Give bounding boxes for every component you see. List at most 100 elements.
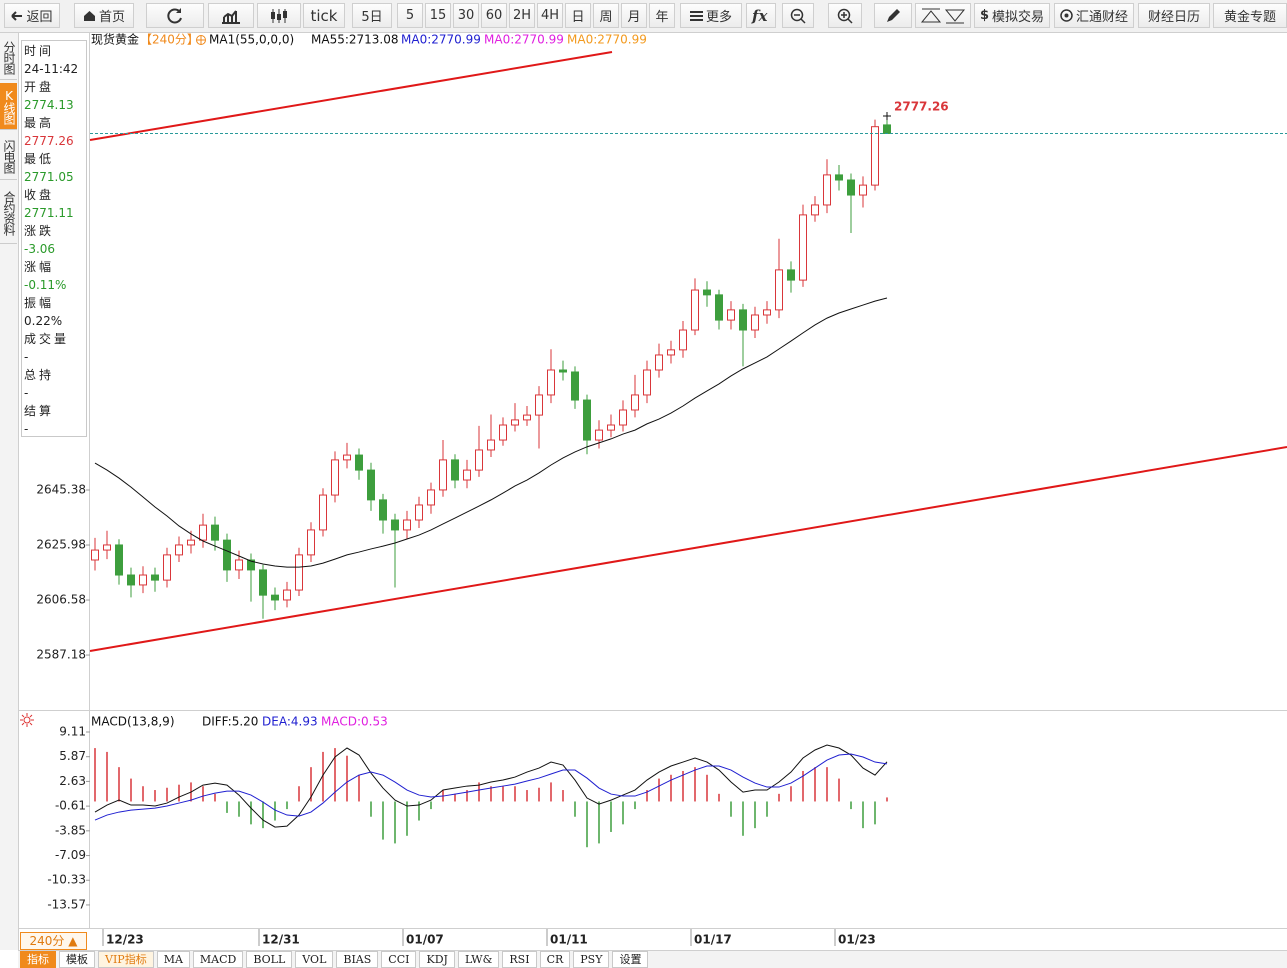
trend-line [89, 446, 1287, 652]
side-tab[interactable]: 闪电图 [0, 133, 17, 180]
candle-body [487, 439, 495, 451]
indicator-tab[interactable]: 指标 [20, 951, 56, 968]
indicator-tab[interactable]: CR [539, 951, 571, 968]
candle-body [715, 294, 723, 321]
info-value: 2774.13 [24, 98, 74, 112]
legend-entry: MA0:2770.99 [567, 33, 647, 47]
trend-line [89, 51, 613, 141]
y-tick-label: -7.09 [55, 848, 86, 862]
candle-body [139, 574, 147, 586]
legend-entry: MA0:2770.99 [401, 33, 481, 47]
candle-body [871, 126, 879, 186]
candle-body [211, 524, 219, 541]
y-tick-label: 2.63 [59, 774, 86, 788]
period-button[interactable]: 15 [425, 3, 451, 28]
period-button[interactable]: 周 [593, 3, 619, 28]
candle-body [115, 544, 123, 576]
info-label: 涨跌 [24, 224, 55, 238]
period-button[interactable]: 5 [397, 3, 423, 28]
y-tick-label: -13.57 [47, 897, 86, 911]
side-tab[interactable]: K线图 [0, 83, 17, 130]
side-tab[interactable]: 分时图 [0, 35, 17, 80]
gold-topic-button[interactable]: 黄金专题 [1213, 3, 1287, 28]
formula-button[interactable]: fx [746, 3, 776, 28]
side-tab[interactable]: 合约资料 [0, 183, 17, 244]
info-value: - [24, 422, 29, 436]
candle-body [667, 349, 675, 356]
zoom-out-button[interactable] [782, 3, 814, 28]
period-selector[interactable]: 240分 ▲ [20, 932, 87, 950]
period-button[interactable]: 月 [621, 3, 647, 28]
info-label: 最高 [24, 116, 55, 130]
period-button[interactable]: 日 [565, 3, 591, 28]
candle-body [859, 184, 867, 196]
candle-body [607, 424, 615, 431]
indicator-tab[interactable]: VOL [295, 951, 334, 968]
high-annotation: 2777.26 [894, 100, 949, 114]
indicator-tab[interactable]: PSY [573, 951, 610, 968]
period-button[interactable]: 2H [509, 3, 535, 28]
refresh-button[interactable] [146, 3, 204, 28]
period-button[interactable]: tick [303, 3, 345, 28]
zoom-in-button[interactable] [828, 3, 862, 28]
info-value: - [24, 350, 29, 364]
indicator-tab[interactable]: BIAS [336, 951, 379, 968]
period-button[interactable]: 5日 [352, 3, 392, 28]
ma-line [94, 297, 888, 568]
candle-body [163, 554, 171, 581]
home-button[interactable]: 首页 [74, 3, 134, 28]
info-label: 结算 [24, 404, 55, 418]
candle-body [439, 459, 447, 491]
candle-button[interactable] [257, 3, 301, 28]
candle-body [739, 309, 747, 331]
calendar-button[interactable]: 财经日历 [1138, 3, 1210, 28]
news-button[interactable]: 汇通财经 [1054, 3, 1134, 28]
legend-entry: MA0:2770.99 [484, 33, 564, 47]
indicator-tab[interactable]: 设置 [612, 951, 649, 968]
indicator-tab[interactable]: LW& [457, 951, 500, 968]
macd-line [94, 744, 888, 828]
macd-icon [20, 713, 34, 727]
indicator-tab[interactable]: 模板 [59, 951, 95, 968]
candle-body [415, 504, 423, 521]
candle-body [643, 369, 651, 396]
candle-body [811, 204, 819, 216]
period-button[interactable]: 年 [649, 3, 675, 28]
candle-body [295, 554, 303, 591]
indicator-tab[interactable]: VIP指标 [98, 951, 154, 968]
candle-body [619, 409, 627, 426]
more-button[interactable]: 更多 [680, 3, 742, 28]
info-panel: 时间 24-11:42 开盘 2774.13 最高 2777.26 最低 2771.05 收盘 2… [21, 40, 87, 437]
period-button[interactable]: 60 [481, 3, 507, 28]
chart-type-button[interactable] [208, 3, 254, 28]
candle-body [499, 424, 507, 441]
legend-entry: MACD:0.53 [321, 715, 388, 729]
shape-buttons[interactable] [915, 3, 971, 28]
candle-body [751, 314, 759, 331]
indicator-tab[interactable]: CCI [381, 951, 417, 968]
indicator-tab[interactable]: MACD [192, 951, 244, 968]
period-button[interactable]: 4H [537, 3, 563, 28]
indicator-tab[interactable]: KDJ [419, 951, 455, 968]
y-tick-label: 2606.58 [36, 593, 86, 607]
info-label: 涨幅 [24, 260, 55, 274]
candle-body [235, 559, 243, 571]
draw-button[interactable] [874, 3, 912, 28]
indicator-tab[interactable]: MA [156, 951, 190, 968]
candle-body [655, 354, 663, 371]
candle-body [391, 519, 399, 531]
sim-trade-button[interactable]: $ 模拟交易 [974, 3, 1050, 28]
period-button[interactable]: 30 [453, 3, 479, 28]
candle-body [91, 549, 99, 561]
indicator-tab[interactable]: BOLL [246, 951, 293, 968]
candle-body [847, 179, 855, 196]
back-button[interactable]: 返回 [4, 3, 60, 28]
info-label: 最低 [24, 152, 55, 166]
candle-body [547, 369, 555, 396]
candle-body [475, 449, 483, 471]
indicator-tab[interactable]: RSI [502, 951, 537, 968]
candle-body [535, 394, 543, 416]
y-tick-label: 9.11 [59, 725, 86, 739]
candle-body [223, 539, 231, 571]
period-label: 【240分】 [140, 33, 199, 47]
